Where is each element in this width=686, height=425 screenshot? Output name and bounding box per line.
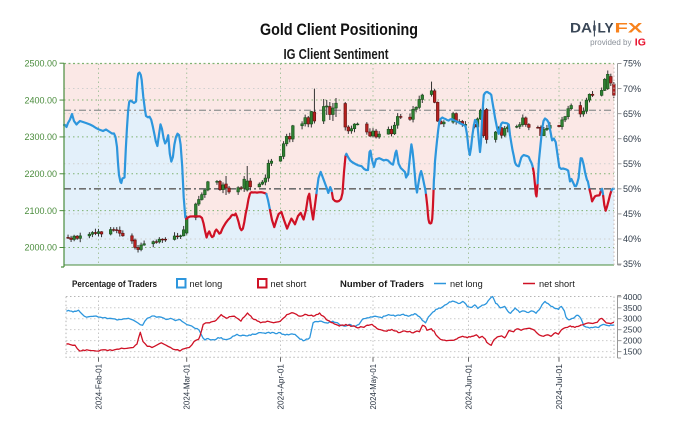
svg-text:provided by: provided by	[590, 38, 631, 47]
svg-text:net short: net short	[271, 279, 307, 289]
svg-text:2300.00: 2300.00	[24, 132, 57, 142]
svg-text:3000: 3000	[623, 314, 642, 324]
svg-text:40%: 40%	[623, 234, 641, 244]
svg-text:IG Client Sentiment: IG Client Sentiment	[284, 47, 389, 63]
svg-text:35%: 35%	[623, 259, 641, 269]
svg-text:45%: 45%	[623, 209, 641, 219]
svg-text:net short: net short	[539, 279, 575, 289]
svg-text:60%: 60%	[623, 134, 641, 144]
svg-text:net long: net long	[450, 279, 483, 289]
svg-text:FX: FX	[615, 20, 644, 36]
svg-text:2024-Feb-01: 2024-Feb-01	[94, 364, 104, 410]
svg-text:2024-Jun-01: 2024-Jun-01	[464, 364, 474, 410]
svg-text:IG: IG	[635, 37, 646, 49]
svg-text:55%: 55%	[623, 159, 641, 169]
svg-text:2024-Mar-01: 2024-Mar-01	[182, 364, 192, 410]
svg-text:Gold Client Positioning: Gold Client Positioning	[260, 21, 418, 39]
svg-text:2400.00: 2400.00	[24, 95, 57, 105]
svg-text:1500: 1500	[623, 347, 642, 357]
svg-text:Number of Traders: Number of Traders	[340, 279, 424, 289]
svg-text:2000.00: 2000.00	[24, 243, 57, 253]
svg-text:LY: LY	[598, 20, 615, 36]
svg-text:2100.00: 2100.00	[24, 206, 57, 216]
svg-text:65%: 65%	[623, 109, 641, 119]
svg-text:50%: 50%	[623, 184, 641, 194]
svg-text:2000: 2000	[623, 336, 642, 346]
svg-text:4000: 4000	[623, 292, 642, 302]
svg-text:DA: DA	[570, 20, 592, 36]
svg-text:2200.00: 2200.00	[24, 169, 57, 179]
svg-text:2024-Jul-01: 2024-Jul-01	[554, 364, 564, 410]
svg-text:net long: net long	[190, 279, 223, 289]
svg-text:2500: 2500	[623, 325, 642, 335]
svg-text:75%: 75%	[623, 59, 641, 69]
svg-text:70%: 70%	[623, 84, 641, 94]
svg-text:2500.00: 2500.00	[24, 58, 57, 68]
svg-text:3500: 3500	[623, 303, 642, 313]
svg-text:Percentage of Traders: Percentage of Traders	[72, 279, 157, 289]
svg-text:2024-Apr-01: 2024-Apr-01	[276, 364, 286, 410]
svg-text:2024-May-01: 2024-May-01	[368, 364, 378, 410]
